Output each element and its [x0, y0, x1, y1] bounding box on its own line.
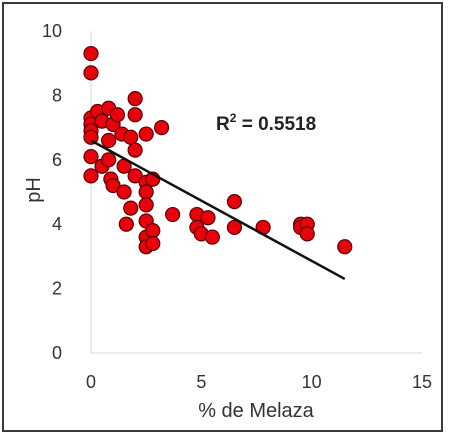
- r2-superscript: 2: [230, 111, 237, 125]
- data-point: [337, 239, 353, 255]
- data-point: [123, 200, 139, 216]
- data-point: [154, 119, 170, 136]
- y-tick-labels: 0 2 4 6 8 10: [42, 21, 62, 363]
- x-tick-label: 15: [412, 372, 432, 392]
- data-point: [127, 142, 143, 158]
- data-point: [83, 168, 99, 184]
- data-point: [127, 107, 143, 123]
- x-axis-title: % de Melaza: [198, 400, 314, 422]
- data-point: [101, 132, 117, 149]
- r2-value: = 0.5518: [236, 114, 316, 135]
- x-tick-labels: 0 5 10 15: [86, 372, 432, 392]
- y-tick-label: 4: [52, 214, 62, 234]
- data-point: [299, 226, 315, 242]
- y-tick-label: 2: [52, 279, 62, 299]
- chart-frame: [2, 2, 443, 432]
- data-point: [83, 45, 99, 62]
- data-point: [200, 210, 216, 226]
- r-squared-annotation: R2 = 0.5518: [216, 111, 316, 135]
- x-tick-label: 10: [302, 372, 322, 392]
- r2-label: R: [216, 114, 230, 135]
- trendline: [90, 139, 346, 281]
- y-tick-label: 6: [52, 150, 62, 170]
- data-point: [83, 129, 99, 145]
- data-point: [83, 65, 99, 81]
- data-point: [138, 197, 154, 213]
- data-point: [101, 152, 117, 168]
- x-tick-label: 5: [196, 372, 206, 392]
- data-point: [83, 148, 99, 165]
- y-axis-title: pH: [23, 177, 45, 203]
- data-point: [145, 235, 161, 252]
- y-tick-label: 0: [52, 343, 62, 363]
- data-point: [116, 184, 132, 200]
- data-point: [109, 107, 126, 123]
- data-point: [118, 216, 134, 232]
- data-point: [226, 194, 243, 210]
- data-point: [127, 91, 143, 107]
- data-point: [226, 219, 243, 236]
- y-tick-label: 8: [52, 85, 62, 105]
- data-point: [165, 206, 181, 223]
- data-point: [138, 184, 154, 200]
- data-point: [123, 129, 139, 145]
- data-point: [138, 126, 154, 142]
- data-points: [83, 45, 353, 255]
- data-point: [204, 229, 220, 245]
- data-point: [145, 223, 161, 239]
- x-tick-label: 0: [86, 372, 96, 392]
- y-tick-label: 10: [42, 21, 62, 41]
